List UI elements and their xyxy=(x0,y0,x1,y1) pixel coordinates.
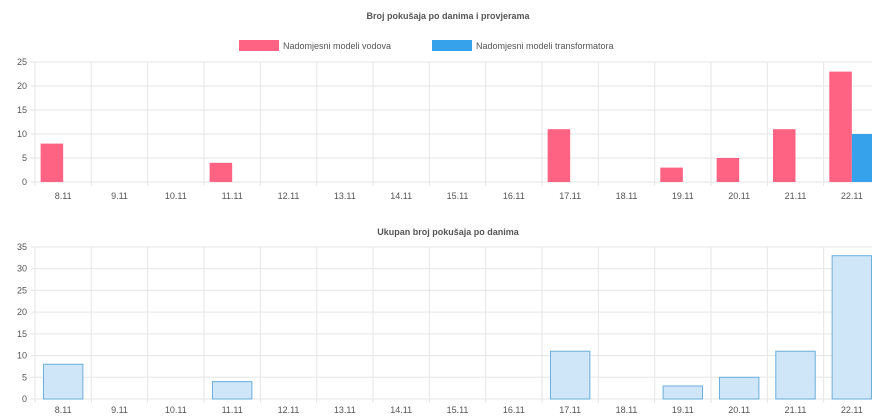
bar xyxy=(829,71,852,182)
bar xyxy=(831,255,872,400)
bar xyxy=(716,158,740,182)
y-tick-label: 0 xyxy=(22,177,27,187)
y-axis-ticks: 0 5 10 15 20 25 30 35 xyxy=(17,242,27,404)
x-tick-label: 10.11 xyxy=(165,191,187,201)
x-tick-label: 20.11 xyxy=(728,405,750,415)
bar xyxy=(549,350,591,400)
x-tick-label: 22.11 xyxy=(841,191,863,201)
y-tick-label: 0 xyxy=(22,394,27,404)
bar xyxy=(851,134,872,182)
bar xyxy=(772,129,796,182)
x-tick-label: 13.11 xyxy=(334,405,356,415)
y-axis-ticks: 0 5 10 15 20 25 xyxy=(17,57,27,187)
legend-label-vodova: Nadomjesni modeli vodova xyxy=(283,41,391,51)
x-tick-label: 13.11 xyxy=(334,191,356,201)
bars xyxy=(42,255,872,400)
x-tick-label: 19.11 xyxy=(672,405,694,415)
x-tick-label: 19.11 xyxy=(672,191,694,201)
bar xyxy=(718,376,760,400)
bar xyxy=(209,162,233,182)
x-tick-label: 17.11 xyxy=(559,405,581,415)
y-tick-label: 25 xyxy=(17,285,27,295)
x-tick-label: 9.11 xyxy=(111,191,128,201)
chart-attempts-by-day-and-check: Broj pokušaja po danima i provjerama Nad… xyxy=(17,11,872,201)
x-tick-label: 12.11 xyxy=(278,191,300,201)
legend-swatch-transformatora xyxy=(432,40,472,51)
y-tick-label: 15 xyxy=(17,329,27,339)
x-tick-label: 15.11 xyxy=(447,405,469,415)
x-tick-label: 8.11 xyxy=(55,191,72,201)
y-tick-label: 35 xyxy=(17,242,27,252)
y-tick-label: 10 xyxy=(17,351,27,361)
legend-label-transformatora: Nadomjesni modeli transformatora xyxy=(476,41,614,51)
chart-total-attempts-by-day: Ukupan broj pokušaja po danima 0 5 10 15 20 2… xyxy=(17,227,872,415)
legend: Nadomjesni modeli vodova Nadomjesni mode… xyxy=(239,40,614,51)
y-tick-label: 30 xyxy=(17,264,27,274)
y-tick-label: 20 xyxy=(17,307,27,317)
x-tick-label: 16.11 xyxy=(503,405,525,415)
chart-title: Ukupan broj pokušaja po danima xyxy=(377,227,520,237)
x-tick-label: 8.11 xyxy=(55,405,72,415)
y-tick-label: 15 xyxy=(17,105,27,115)
bar xyxy=(660,167,683,182)
x-tick-label: 17.11 xyxy=(559,191,581,201)
bars xyxy=(40,71,872,182)
x-tick-label: 9.11 xyxy=(111,405,128,415)
x-axis-ticks: 8.11 9.11 10.11 11.11 12.11 13.11 14.11 15.11 16… xyxy=(55,191,863,201)
x-tick-label: 21.11 xyxy=(785,191,807,201)
bar xyxy=(211,381,253,400)
y-tick-label: 25 xyxy=(17,57,27,67)
y-tick-label: 5 xyxy=(22,153,27,163)
bar xyxy=(547,129,571,182)
y-tick-label: 20 xyxy=(17,81,27,91)
x-tick-label: 14.11 xyxy=(390,405,412,415)
bar xyxy=(42,363,84,400)
bar xyxy=(775,350,816,400)
x-tick-label: 22.11 xyxy=(841,405,863,415)
legend-swatch-vodova xyxy=(239,40,279,51)
y-tick-label: 5 xyxy=(22,372,27,382)
x-tick-label: 18.11 xyxy=(616,191,638,201)
x-tick-label: 16.11 xyxy=(503,191,525,201)
bar xyxy=(40,143,64,182)
x-tick-label: 20.11 xyxy=(728,191,750,201)
x-tick-label: 12.11 xyxy=(278,405,300,415)
chart-title: Broj pokušaja po danima i provjerama xyxy=(366,11,530,21)
y-tick-label: 10 xyxy=(17,129,27,139)
x-tick-label: 15.11 xyxy=(447,191,469,201)
bar xyxy=(662,385,704,400)
x-tick-label: 18.11 xyxy=(616,405,638,415)
grid xyxy=(31,61,872,186)
x-tick-label: 10.11 xyxy=(165,405,187,415)
x-tick-label: 11.11 xyxy=(222,191,243,201)
x-tick-label: 11.11 xyxy=(222,405,243,415)
x-tick-label: 21.11 xyxy=(785,405,807,415)
x-axis-ticks: 8.11 9.11 10.11 11.11 12.11 13.11 14.11 15.11 16… xyxy=(55,405,863,415)
x-tick-label: 14.11 xyxy=(390,191,412,201)
